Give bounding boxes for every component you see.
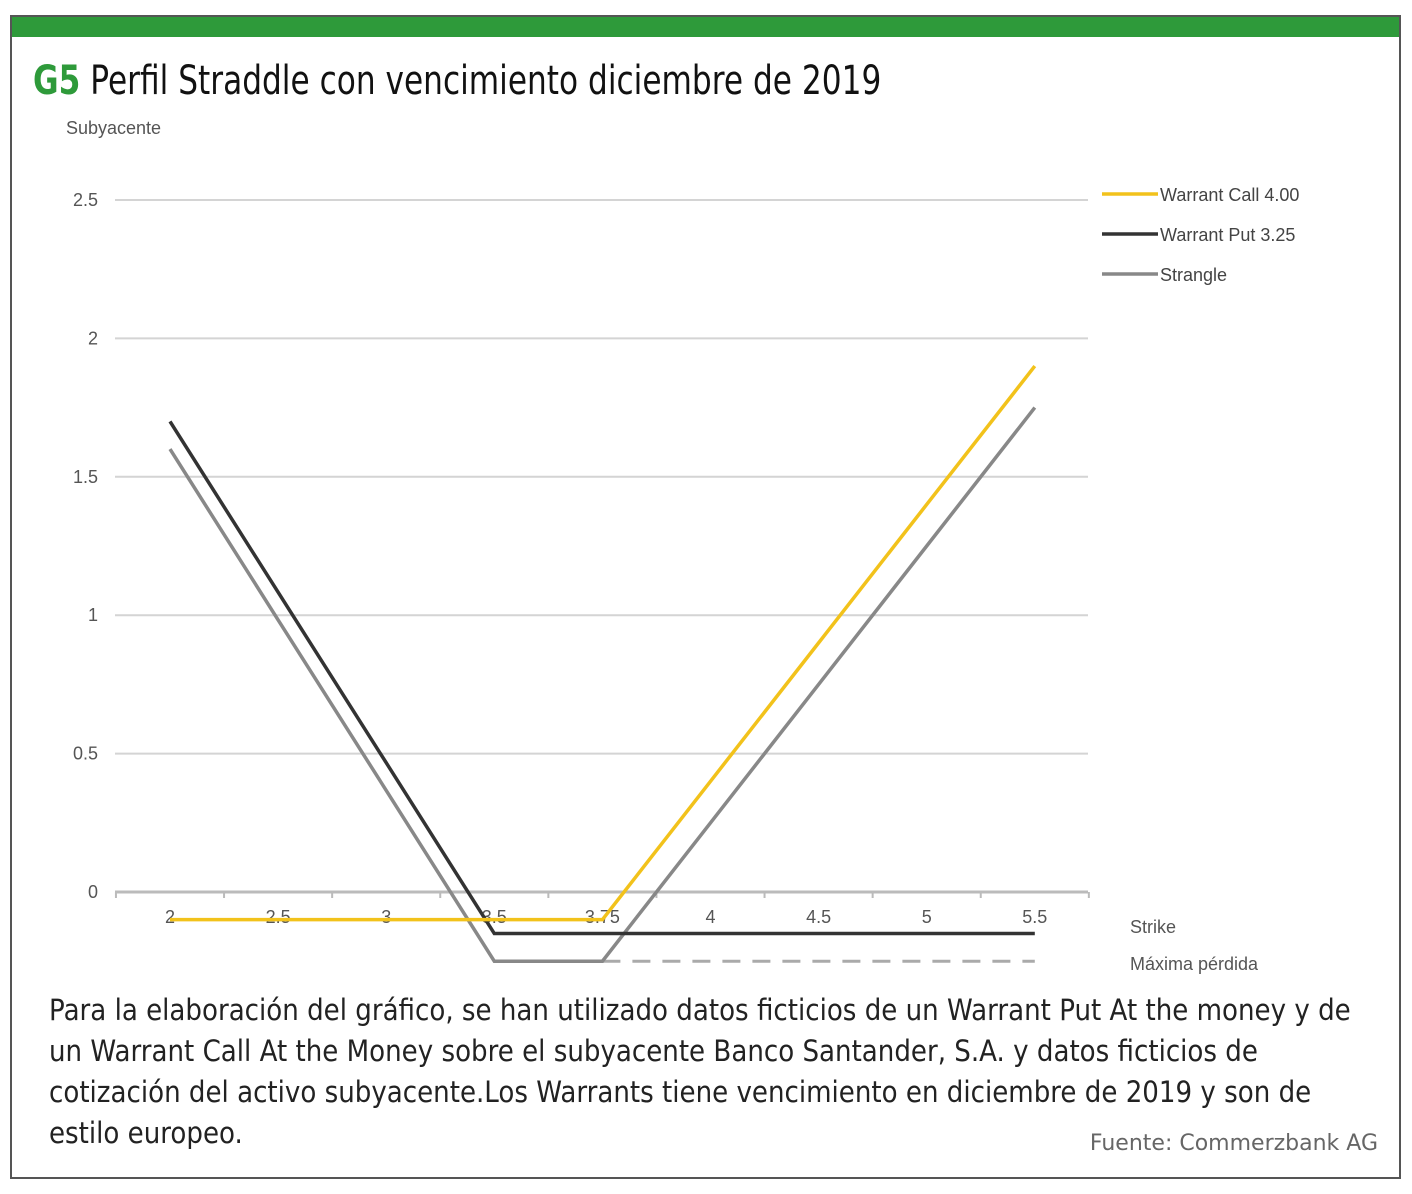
x-tick-label: 2 bbox=[165, 907, 175, 927]
source-note: Fuente: Commerzbank AG bbox=[1089, 1131, 1378, 1156]
series-line-warrant-call-4-00 bbox=[170, 365, 1037, 922]
x-tick-label: 4.5 bbox=[806, 907, 831, 927]
y-tick-label: 1 bbox=[88, 605, 98, 625]
x-axis-label: Strike bbox=[1130, 917, 1176, 937]
legend-label: Warrant Call 4.00 bbox=[1160, 185, 1299, 205]
y-tick-label: 1.5 bbox=[73, 467, 98, 487]
series-line-warrant-put-3-25 bbox=[168, 420, 1035, 936]
x-tick-label: 5 bbox=[922, 907, 932, 927]
legend-label: Warrant Put 3.25 bbox=[1160, 225, 1295, 245]
y-tick-label: 2.5 bbox=[73, 190, 98, 210]
series-line-strangle bbox=[168, 406, 1037, 963]
y-axis-label: Subyacente bbox=[66, 118, 161, 138]
chart-title: G5 Perfil Straddle con vencimiento dicie… bbox=[33, 58, 881, 104]
x-tick-label: 5.5 bbox=[1022, 907, 1047, 927]
x-tick-label: 3 bbox=[381, 907, 391, 927]
top-accent-bar bbox=[10, 15, 1401, 37]
figure-tag: G5 bbox=[33, 58, 81, 104]
figure-frame bbox=[10, 15, 1401, 1179]
max-loss-label: Máxima pérdida bbox=[1130, 954, 1259, 974]
x-tick-label: 4 bbox=[705, 907, 715, 927]
y-tick-label: 0 bbox=[88, 882, 98, 902]
legend-label: Strangle bbox=[1160, 265, 1227, 285]
y-tick-label: 0.5 bbox=[73, 744, 98, 764]
x-tick-label: 2.5 bbox=[266, 907, 291, 927]
y-tick-label: 2 bbox=[88, 328, 98, 348]
title-text: Perfil Straddle con vencimiento diciembr… bbox=[90, 58, 882, 104]
caption: Para la elaboración del gráfico, se han … bbox=[49, 993, 1351, 1150]
